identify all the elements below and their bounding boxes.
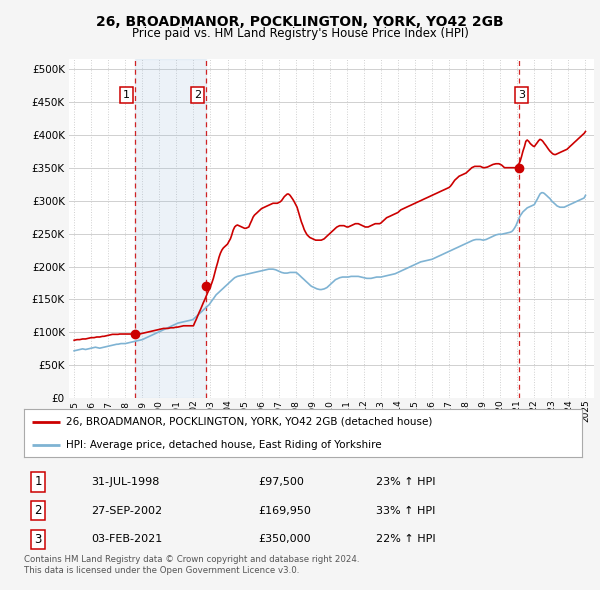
Text: This data is licensed under the Open Government Licence v3.0.: This data is licensed under the Open Gov… (24, 566, 299, 575)
Text: 33% ↑ HPI: 33% ↑ HPI (376, 506, 435, 516)
Text: Price paid vs. HM Land Registry's House Price Index (HPI): Price paid vs. HM Land Registry's House … (131, 27, 469, 40)
Text: 27-SEP-2002: 27-SEP-2002 (91, 506, 162, 516)
Text: 03-FEB-2021: 03-FEB-2021 (91, 535, 162, 545)
Text: 23% ↑ HPI: 23% ↑ HPI (376, 477, 435, 487)
Text: 26, BROADMANOR, POCKLINGTON, YORK, YO42 2GB (detached house): 26, BROADMANOR, POCKLINGTON, YORK, YO42 … (66, 417, 432, 427)
Text: £97,500: £97,500 (259, 477, 304, 487)
Bar (135, 59, 206, 398)
Text: 1: 1 (34, 476, 42, 489)
Text: 3: 3 (518, 90, 525, 100)
Text: 2: 2 (194, 90, 201, 100)
Text: Contains HM Land Registry data © Crown copyright and database right 2024.: Contains HM Land Registry data © Crown c… (24, 555, 359, 563)
Text: HPI: Average price, detached house, East Riding of Yorkshire: HPI: Average price, detached house, East… (66, 440, 382, 450)
Text: 2: 2 (34, 504, 42, 517)
Text: 3: 3 (34, 533, 41, 546)
Text: 22% ↑ HPI: 22% ↑ HPI (376, 535, 435, 545)
Text: 31-JUL-1998: 31-JUL-1998 (91, 477, 160, 487)
Text: £169,950: £169,950 (259, 506, 311, 516)
Text: 1: 1 (123, 90, 130, 100)
Text: 26, BROADMANOR, POCKLINGTON, YORK, YO42 2GB: 26, BROADMANOR, POCKLINGTON, YORK, YO42 … (96, 15, 504, 29)
Text: £350,000: £350,000 (259, 535, 311, 545)
